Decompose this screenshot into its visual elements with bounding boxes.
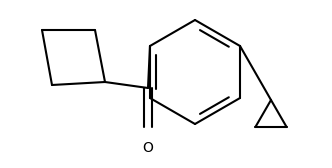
Text: O: O xyxy=(142,141,153,155)
